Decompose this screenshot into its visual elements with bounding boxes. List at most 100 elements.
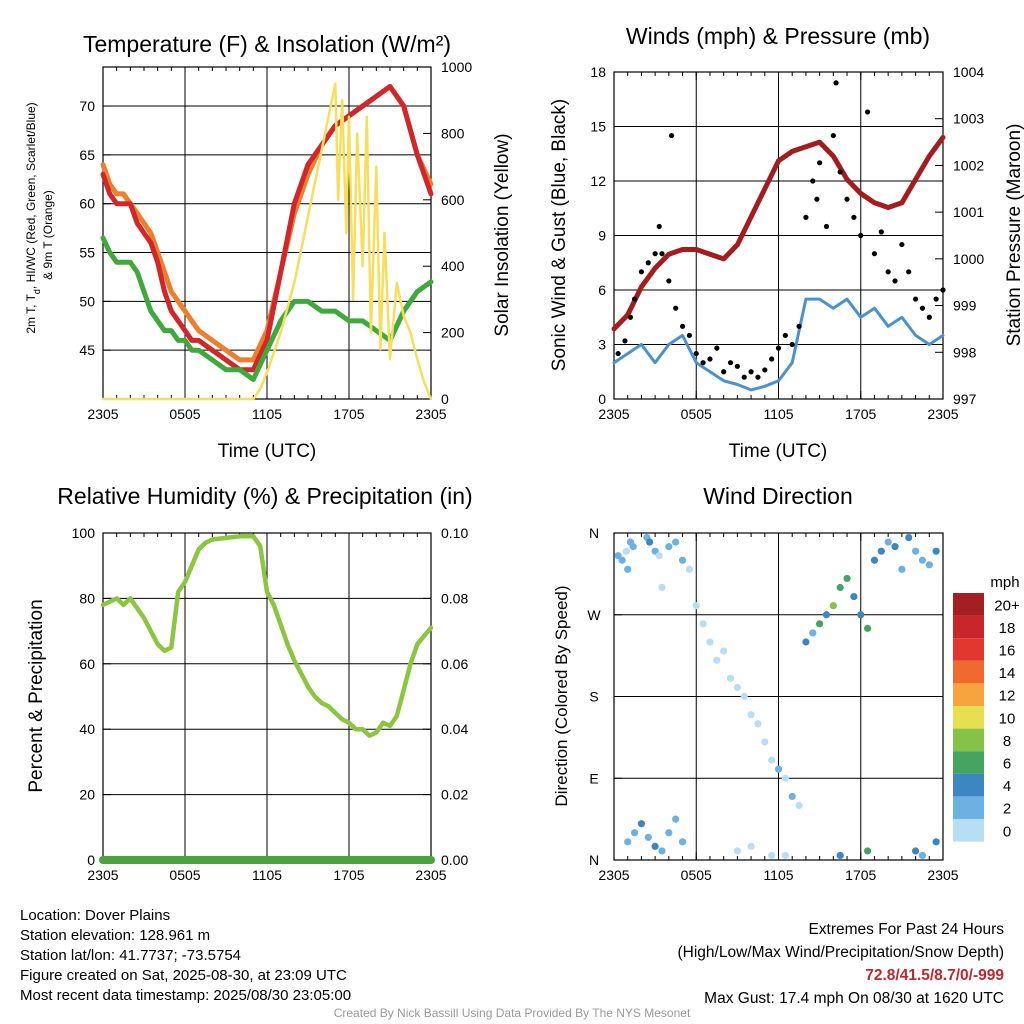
gust-point [878, 229, 884, 235]
y-tick-label-right: 0 [441, 391, 449, 407]
gust-point [775, 345, 782, 351]
y-tick-label-left: 40 [79, 721, 95, 737]
gust-point [803, 214, 809, 220]
direction-point [637, 820, 646, 828]
direction-point [918, 556, 927, 564]
x-tick-label: 1705 [845, 406, 876, 422]
winds-ylabel-left: Sonic Wind & Gust (Blue, Black) [549, 99, 570, 371]
direction-point [761, 738, 769, 746]
y-tick-label-right: 1002 [953, 157, 984, 173]
legend-swatch [953, 683, 984, 706]
x-tick-label: 0505 [169, 867, 200, 883]
direction-point [672, 538, 680, 546]
gust-point [919, 305, 926, 311]
gust-point [656, 223, 662, 230]
y-tick-label-left: 60 [79, 656, 95, 672]
direction-point [768, 851, 776, 860]
legend-swatch [953, 751, 984, 774]
direction-point [651, 842, 659, 850]
x-tick-label: 0505 [169, 406, 200, 422]
direction-point [665, 829, 673, 837]
x-tick-label: 2305 [598, 867, 629, 883]
wind-speed-line [612, 297, 945, 392]
legend-label: 4 [1003, 778, 1011, 795]
legend-label: 0 [1003, 823, 1011, 840]
gust-point [686, 332, 692, 339]
winds-title: Winds (mph) & Pressure (mb) [626, 23, 930, 49]
direction-point [629, 543, 637, 551]
y-tick-label-left: 18 [590, 64, 606, 80]
direction-point [802, 638, 810, 646]
y-tick-label-right: 1000 [441, 59, 472, 75]
y-tick-label-right: 1000 [953, 251, 984, 267]
gust-point [638, 269, 645, 275]
gust-point [885, 269, 891, 275]
plot-frame [102, 66, 432, 400]
temperature-title: Temperature (F) & Insolation (W/m²) [83, 31, 451, 57]
direction-point [646, 538, 654, 546]
legend-label: 16 [999, 643, 1016, 660]
gust-point [789, 341, 795, 348]
gust-point [796, 323, 802, 329]
y-tick-label-left: 60 [79, 196, 95, 212]
direction-point [850, 592, 858, 601]
gust-point [714, 345, 720, 351]
y-tick-label-left: 45 [79, 342, 95, 358]
direction-title: Wind Direction [703, 483, 853, 509]
direction-point [788, 792, 796, 801]
direction-point [864, 847, 872, 855]
winds-plot: 2305 0505 1105 1705 230503691215189979989991… [590, 64, 984, 422]
gust-point [700, 360, 706, 366]
legend-label: 6 [1003, 756, 1011, 773]
direction-point [678, 556, 687, 564]
legend-swatch [953, 819, 984, 842]
y-tick-label-right: 0.00 [441, 852, 468, 868]
extremes-block: Extremes For Past 24 Hours (High/Low/Max… [678, 918, 1005, 1010]
direction-point [692, 602, 700, 610]
legend-label: 20+ [994, 597, 1020, 614]
direction-point [747, 842, 755, 850]
x-tick-label: 1105 [252, 867, 282, 883]
direction-point [843, 574, 851, 583]
direction-point [624, 565, 632, 573]
legend-label: 8 [1003, 733, 1011, 750]
direction-point [836, 583, 844, 592]
x-tick-label: 0505 [681, 867, 712, 883]
y-tick-label-right: 1004 [953, 64, 984, 80]
info-location: Location: Dover Plains [20, 907, 171, 924]
direction-point [857, 611, 865, 619]
gust-point [666, 278, 672, 284]
direction-point [932, 547, 940, 555]
gust-point [833, 80, 839, 86]
gust-point [817, 160, 823, 166]
credit-line: Created By Nick Bassill Using Data Provi… [333, 1006, 691, 1020]
direction-point [898, 565, 906, 573]
direction-point [655, 552, 663, 560]
extremes-gust: Max Gust: 17.4 mph On 08/30 at 1620 UTC [704, 990, 1004, 1007]
gust-point [837, 169, 843, 175]
legend-swatch [953, 773, 984, 797]
x-tick-label: 1105 [763, 406, 793, 422]
gust-point [871, 251, 878, 257]
gust-point [762, 367, 768, 373]
gust-point [727, 360, 734, 366]
direction-point [925, 561, 933, 569]
y-tick-label-left: 3 [598, 337, 606, 353]
gust-point [734, 363, 740, 369]
relative-humidity-line [100, 534, 434, 738]
extremes-subtitle: (High/Low/Max Wind/Precipitation/Snow De… [677, 944, 1005, 961]
direction-point [644, 833, 652, 841]
x-tick-label: 1105 [763, 867, 793, 883]
temperature-line [100, 84, 434, 373]
legend-label: 12 [999, 688, 1016, 705]
direction-point [754, 720, 762, 728]
direction-point [672, 815, 680, 823]
direction-point [891, 543, 899, 551]
y-tick-label-right: 800 [441, 125, 465, 141]
direction-point [877, 547, 885, 555]
y-tick-label-right: 400 [441, 258, 465, 274]
gust-point [679, 323, 686, 329]
station-info: Location: Dover Plains Station elevation… [20, 906, 351, 1006]
gust-point [926, 314, 932, 320]
gust-point [615, 350, 621, 357]
